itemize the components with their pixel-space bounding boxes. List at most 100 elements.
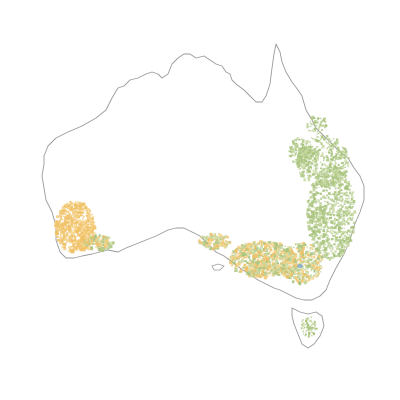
- land-use-patch: [213, 244, 215, 246]
- land-use-patch: [300, 250, 302, 253]
- land-use-patch: [345, 153, 348, 156]
- land-use-patch: [322, 210, 324, 212]
- land-use-patch: [309, 219, 311, 222]
- land-use-patch: [300, 327, 303, 330]
- land-use-patch: [258, 249, 261, 251]
- land-use-patch: [309, 244, 313, 246]
- land-use-patch: [317, 273, 320, 275]
- land-use-patch: [317, 218, 321, 222]
- land-use-patch: [339, 222, 342, 225]
- land-use-patch: [342, 164, 345, 167]
- land-use-patch: [307, 318, 309, 321]
- land-use-patch: [310, 261, 312, 263]
- land-use-patch: [345, 241, 349, 245]
- land-use-patch: [107, 246, 111, 249]
- land-use-patch: [319, 267, 322, 270]
- land-use-patch: [321, 176, 323, 178]
- land-use-patch: [345, 174, 348, 177]
- land-use-patch: [242, 256, 246, 259]
- land-use-patch: [343, 200, 347, 203]
- land-use-patch: [306, 212, 308, 215]
- land-use-patch: [316, 269, 319, 271]
- land-use-patch: [307, 150, 309, 152]
- land-use-patch: [334, 205, 336, 207]
- land-use-patch: [259, 268, 262, 270]
- land-use-patch: [337, 212, 341, 217]
- land-use-patch: [322, 189, 325, 192]
- land-use-patch: [220, 238, 223, 241]
- land-use-patch: [74, 236, 77, 239]
- land-use-patch: [286, 254, 289, 257]
- land-use-patch: [303, 158, 305, 161]
- land-use-patch: [297, 269, 301, 272]
- land-use-patch: [313, 130, 315, 133]
- land-use-patch: [311, 263, 314, 266]
- land-use-patch: [338, 248, 341, 250]
- land-use-patch: [64, 229, 67, 231]
- land-use-patch: [268, 245, 271, 248]
- land-use-patch: [86, 223, 89, 228]
- land-use-patch: [313, 242, 315, 244]
- land-use-patch: [328, 218, 330, 221]
- land-use-patch: [238, 260, 242, 263]
- land-use-patch: [249, 245, 253, 248]
- land-use-patch: [269, 263, 271, 266]
- land-use-patch: [314, 216, 318, 219]
- land-use-patch: [308, 151, 312, 154]
- land-use-patch: [78, 247, 81, 250]
- land-use-patch: [346, 181, 348, 184]
- land-use-patch: [333, 201, 335, 203]
- land-use-patch: [274, 250, 277, 253]
- land-use-patch: [318, 212, 322, 216]
- land-use-patch: [330, 181, 333, 184]
- land-use-patch: [309, 146, 312, 148]
- land-use-patch: [310, 204, 314, 207]
- land-use-patch: [345, 170, 348, 173]
- land-use-patch: [290, 267, 294, 271]
- land-use-patch: [252, 251, 256, 256]
- land-use-patch: [67, 223, 70, 226]
- land-use-patch: [347, 217, 350, 221]
- land-use-patch: [325, 181, 328, 183]
- land-use-patch: [322, 168, 325, 171]
- land-use-patch: [350, 218, 353, 221]
- land-use-patch: [279, 270, 282, 273]
- land-use-patch: [225, 236, 227, 238]
- land-use-patch: [293, 258, 296, 260]
- land-use-patch: [282, 252, 286, 255]
- land-use-patch: [320, 176, 322, 178]
- land-use-patch: [344, 181, 347, 183]
- land-use-patch: [334, 186, 337, 189]
- land-use-patch: [85, 214, 88, 217]
- land-use-patch: [307, 326, 310, 330]
- land-use-patch: [209, 240, 213, 244]
- land-use-patch: [259, 273, 261, 276]
- land-use-patch: [80, 207, 83, 210]
- land-use-patch: [329, 203, 332, 205]
- land-use-patch: [334, 160, 336, 162]
- land-use-patch: [341, 224, 343, 226]
- land-use-patch: [59, 242, 62, 245]
- land-use-patch: [293, 261, 295, 263]
- land-use-patch: [311, 277, 315, 281]
- land-use-patch: [313, 244, 316, 247]
- land-use-patch: [267, 269, 270, 271]
- land-use-patch: [94, 240, 96, 243]
- land-use-patch: [315, 208, 318, 211]
- land-use-patch: [326, 202, 330, 206]
- land-use-patch: [319, 202, 323, 207]
- land-use-patch: [239, 253, 242, 257]
- land-use-patch: [208, 243, 211, 246]
- land-use-patch: [57, 228, 61, 231]
- land-use-patch: [74, 224, 77, 228]
- land-use-patch: [309, 258, 313, 261]
- land-use-patch: [328, 182, 330, 185]
- land-use-patch: [273, 271, 277, 275]
- land-use-patch: [252, 266, 254, 268]
- land-use-patch: [307, 152, 310, 154]
- land-use-patch: [217, 242, 219, 245]
- land-use-patch: [76, 221, 79, 224]
- land-use-patch: [69, 242, 71, 244]
- land-use-patch: [78, 227, 83, 232]
- land-use-patch: [82, 217, 84, 219]
